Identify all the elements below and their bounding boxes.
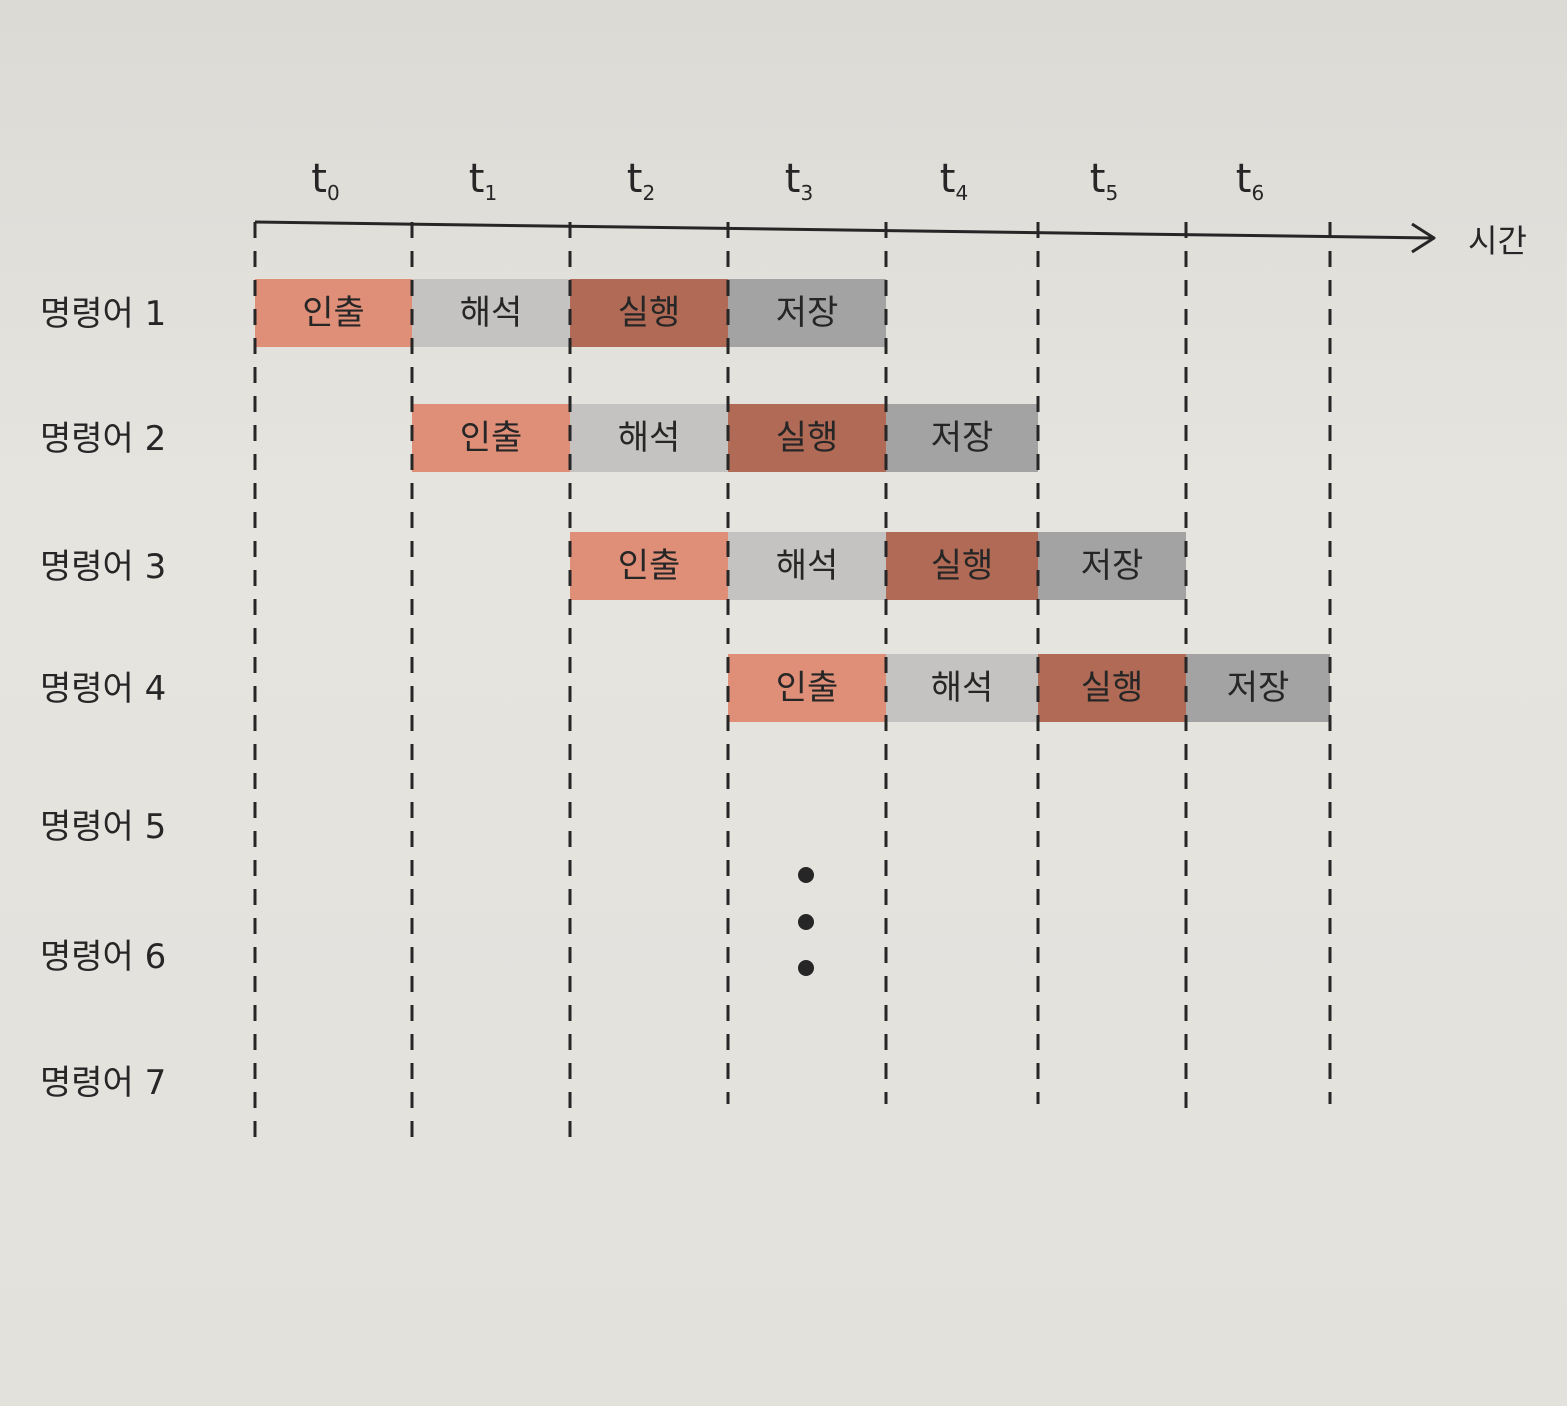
stage-block-execute (886, 532, 1038, 600)
stage-label-fetch: 인출 (302, 293, 365, 333)
stage-label-store: 저장 (1227, 668, 1290, 708)
stage-label-fetch: 인출 (460, 418, 523, 458)
arrow-head-icon (1411, 222, 1436, 254)
instruction-label: 명령어 5 (40, 807, 166, 847)
stage-label-execute: 실행 (931, 546, 994, 586)
time-axis-line (254, 220, 1433, 240)
time-tick-main: t (940, 156, 956, 202)
ellipsis-dot-icon (798, 914, 814, 930)
time-tick-subscript: 0 (327, 181, 340, 205)
time-tick-label: t4 (940, 156, 968, 205)
time-tick-label: t2 (627, 156, 655, 205)
time-tick-main: t (627, 156, 643, 202)
stage-label-store: 저장 (931, 418, 994, 458)
stage-block-execute (728, 404, 886, 472)
stage-label-decode: 해석 (931, 668, 994, 708)
time-tick-subscript: 2 (642, 181, 655, 205)
stage-label-decode: 해석 (460, 293, 523, 333)
stage-block-fetch (255, 279, 412, 347)
time-tick-subscript: 3 (800, 181, 813, 205)
time-tick-main: t (469, 156, 485, 202)
instruction-label: 명령어 3 (40, 547, 166, 587)
time-tick-label: t1 (469, 156, 497, 205)
time-tick-subscript: 6 (1251, 181, 1264, 205)
time-tick-main: t (1236, 156, 1252, 202)
instruction-label: 명령어 7 (40, 1063, 166, 1103)
time-tick-main: t (1090, 156, 1106, 202)
time-tick-main: t (785, 156, 801, 202)
stage-label-execute: 실행 (776, 418, 839, 458)
ellipsis-dot-icon (798, 960, 814, 976)
instruction-label: 명령어 1 (40, 294, 166, 334)
time-tick-subscript: 5 (1105, 181, 1118, 205)
ellipsis-dot-icon (798, 867, 814, 883)
stage-block-decode (728, 532, 886, 600)
stage-label-execute: 실행 (1081, 668, 1144, 708)
instruction-label: 명령어 6 (40, 937, 166, 977)
stage-label-decode: 해석 (618, 418, 681, 458)
stage-block-fetch (570, 532, 728, 600)
stage-label-execute: 실행 (618, 293, 681, 333)
stage-block-store (1038, 532, 1186, 600)
stage-block-decode (886, 654, 1038, 722)
stage-block-fetch (728, 654, 886, 722)
time-tick-subscript: 1 (484, 181, 497, 205)
stage-label-fetch: 인출 (618, 546, 681, 586)
stage-label-store: 저장 (1081, 546, 1144, 586)
stage-block-execute (570, 279, 728, 347)
stage-block-store (1186, 654, 1330, 722)
instruction-label: 명령어 4 (40, 669, 166, 709)
stage-block-store (886, 404, 1038, 472)
stage-block-execute (1038, 654, 1186, 722)
stage-block-decode (570, 404, 728, 472)
time-tick-label: t6 (1236, 156, 1264, 205)
stage-label-fetch: 인출 (776, 668, 839, 708)
axis-label-time: 시간 (1468, 222, 1527, 260)
stage-block-store (728, 279, 886, 347)
time-tick-subscript: 4 (955, 181, 968, 205)
instruction-label: 명령어 2 (40, 419, 166, 459)
time-tick-label: t0 (311, 156, 339, 205)
stage-block-decode (412, 279, 570, 347)
stage-label-decode: 해석 (776, 546, 839, 586)
time-tick-label: t3 (785, 156, 813, 205)
time-tick-main: t (311, 156, 327, 202)
stage-label-store: 저장 (776, 293, 839, 333)
time-tick-label: t5 (1090, 156, 1118, 205)
stage-block-fetch (412, 404, 570, 472)
